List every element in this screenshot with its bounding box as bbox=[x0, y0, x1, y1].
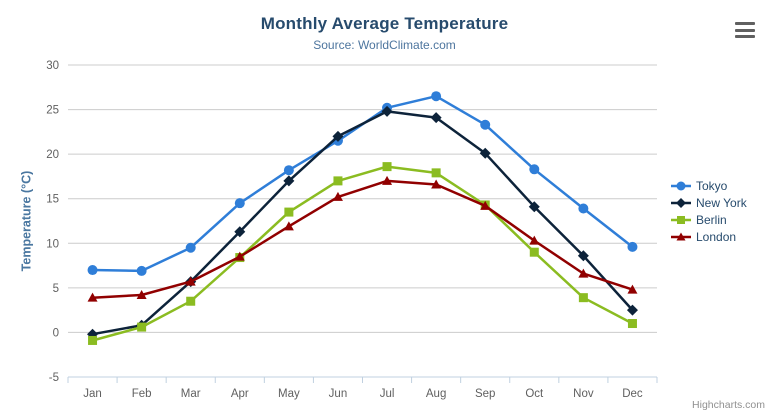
y-axis-label: 0 bbox=[53, 327, 59, 339]
y-axis-title: Temperature (°C) bbox=[19, 171, 33, 272]
series-marker-tokyo[interactable] bbox=[185, 242, 196, 253]
series-marker-new-york[interactable] bbox=[479, 147, 491, 159]
series-marker-tokyo[interactable] bbox=[480, 119, 491, 130]
y-axis-label: 20 bbox=[46, 149, 59, 161]
hamburger-menu-icon bbox=[735, 28, 755, 32]
series-marker-tokyo[interactable] bbox=[578, 203, 589, 214]
series-marker-tokyo[interactable] bbox=[676, 181, 686, 191]
legend-item-berlin[interactable]: Berlin bbox=[671, 212, 747, 228]
series-marker-berlin[interactable] bbox=[431, 168, 441, 178]
chart-subtitle: Source: WorldClimate.com bbox=[313, 38, 456, 52]
series-marker-berlin[interactable] bbox=[186, 296, 196, 306]
legend-item-new-york[interactable]: New York bbox=[671, 195, 747, 211]
x-axis-label: Jul bbox=[380, 388, 395, 400]
x-axis-label: Jan bbox=[83, 388, 102, 400]
series-marker-berlin[interactable] bbox=[333, 176, 343, 186]
series-line-tokyo[interactable] bbox=[91, 94, 634, 273]
series-marker-berlin[interactable] bbox=[627, 319, 637, 329]
y-axis-label: 15 bbox=[46, 194, 59, 206]
series-marker-london[interactable] bbox=[578, 268, 589, 278]
x-axis-label: Feb bbox=[132, 388, 152, 400]
y-axis-label: 25 bbox=[46, 105, 59, 117]
series-marker-tokyo[interactable] bbox=[87, 265, 98, 276]
hamburger-menu-icon bbox=[735, 35, 755, 38]
series-marker-london[interactable] bbox=[234, 251, 245, 261]
series-marker-london[interactable] bbox=[529, 235, 540, 245]
series-marker-tokyo[interactable] bbox=[234, 198, 245, 209]
x-axis-label: May bbox=[278, 388, 300, 400]
y-axis-label: 10 bbox=[46, 238, 59, 250]
series-marker-berlin[interactable] bbox=[284, 207, 294, 217]
series-marker-new-york[interactable] bbox=[283, 175, 295, 187]
series-line-london[interactable] bbox=[91, 179, 634, 299]
series-new-york[interactable] bbox=[87, 105, 638, 340]
legend-label: Berlin bbox=[696, 213, 727, 227]
legend-item-tokyo[interactable]: Tokyo bbox=[671, 178, 747, 194]
legend-symbol-new-york bbox=[671, 198, 691, 208]
chart-title: Monthly Average Temperature bbox=[260, 14, 509, 33]
x-axis-label: Jun bbox=[329, 388, 348, 400]
series-line-berlin[interactable] bbox=[91, 165, 634, 342]
series-london[interactable] bbox=[87, 175, 638, 302]
series-marker-berlin[interactable] bbox=[382, 162, 392, 172]
series-marker-tokyo[interactable] bbox=[529, 164, 540, 175]
series-marker-new-york[interactable] bbox=[676, 198, 686, 208]
legend-label: New York bbox=[696, 196, 747, 210]
legend-symbol-london bbox=[671, 232, 691, 241]
x-axis-label: Oct bbox=[525, 388, 544, 400]
series-marker-london[interactable] bbox=[480, 200, 491, 210]
series-marker-tokyo[interactable] bbox=[627, 241, 638, 252]
x-axis-label: Nov bbox=[573, 388, 594, 400]
series-marker-new-york[interactable] bbox=[234, 226, 246, 238]
series-marker-london[interactable] bbox=[382, 175, 393, 185]
x-axis-label: Dec bbox=[622, 388, 643, 400]
series-marker-tokyo[interactable] bbox=[136, 265, 147, 276]
series-marker-tokyo[interactable] bbox=[283, 165, 294, 176]
series-marker-new-york[interactable] bbox=[528, 201, 540, 213]
series-marker-tokyo[interactable] bbox=[431, 91, 442, 102]
series-marker-berlin[interactable] bbox=[137, 322, 147, 332]
series-marker-london[interactable] bbox=[87, 292, 98, 302]
hamburger-menu-icon bbox=[735, 22, 755, 25]
x-axis-label: Sep bbox=[475, 388, 495, 400]
x-axis-label: Mar bbox=[181, 388, 201, 400]
series-marker-berlin[interactable] bbox=[578, 293, 588, 303]
series-marker-new-york[interactable] bbox=[626, 304, 638, 316]
series-marker-london[interactable] bbox=[627, 284, 638, 294]
series-marker-london[interactable] bbox=[676, 232, 686, 241]
export-menu-button[interactable] bbox=[733, 20, 757, 40]
y-axis-label: -5 bbox=[49, 372, 59, 384]
legend-symbol-berlin bbox=[671, 216, 691, 224]
series-marker-new-york[interactable] bbox=[332, 130, 344, 142]
y-axis-label: 30 bbox=[46, 60, 59, 72]
x-axis-label: Aug bbox=[426, 388, 446, 400]
legend-item-london[interactable]: London bbox=[671, 229, 747, 245]
series-marker-berlin[interactable] bbox=[88, 335, 98, 345]
series-marker-berlin[interactable] bbox=[677, 216, 685, 224]
series-marker-london[interactable] bbox=[185, 276, 196, 286]
series-marker-london[interactable] bbox=[332, 191, 343, 201]
series-marker-new-york[interactable] bbox=[577, 250, 589, 262]
series-marker-new-york[interactable] bbox=[381, 105, 393, 117]
series-marker-london[interactable] bbox=[431, 179, 442, 189]
series-marker-london[interactable] bbox=[283, 221, 294, 231]
legend-label: Tokyo bbox=[696, 179, 728, 193]
legend: Tokyo New York Berlin London bbox=[671, 178, 747, 246]
x-axis-label: Apr bbox=[231, 388, 249, 400]
series-line-new-york[interactable] bbox=[91, 110, 634, 336]
y-axis-label: 5 bbox=[53, 283, 59, 295]
series-marker-berlin[interactable] bbox=[529, 247, 539, 257]
series-tokyo[interactable] bbox=[87, 91, 638, 276]
credits-link[interactable]: Highcharts.com bbox=[692, 399, 765, 411]
series-marker-london[interactable] bbox=[136, 289, 147, 299]
legend-label: London bbox=[696, 230, 737, 244]
series-marker-new-york[interactable] bbox=[430, 112, 442, 124]
legend-symbol-tokyo bbox=[671, 181, 691, 191]
